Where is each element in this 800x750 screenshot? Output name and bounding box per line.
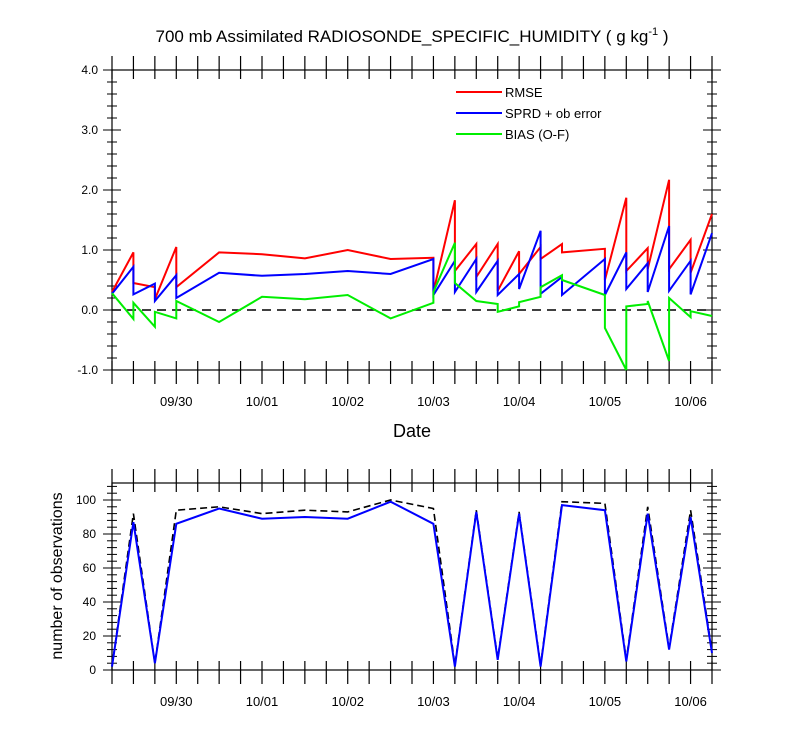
legend-label-0: RMSE <box>505 85 543 100</box>
chart-title-suffix: ) <box>658 27 668 46</box>
chart-title: 700 mb Assimilated RADIOSONDE_SPECIFIC_H… <box>156 26 669 46</box>
top-series-2 <box>111 242 713 371</box>
bottom-ytick-label: 80 <box>83 527 97 541</box>
bottom-series-1 <box>111 500 713 667</box>
top-xtick-label: 10/05 <box>589 394 622 409</box>
top-xtick-label: 10/03 <box>417 394 450 409</box>
bottom-ytick-label: 40 <box>83 595 97 609</box>
top-xtick-label: 10/02 <box>331 394 364 409</box>
top-ytick-label: 1.0 <box>81 243 98 257</box>
bottom-ytick-label: 100 <box>76 493 96 507</box>
top-xtick-label: 10/01 <box>246 394 279 409</box>
chart-title-main: 700 mb Assimilated RADIOSONDE_SPECIFIC_H… <box>156 27 649 46</box>
top-xtick-label: 10/04 <box>503 394 536 409</box>
top-frame <box>111 69 713 371</box>
bottom-series-0 <box>111 499 713 667</box>
top-ytick-label: 4.0 <box>81 63 98 77</box>
bottom-xtick-label: 10/01 <box>246 694 279 709</box>
legend-label-1: SPRD + ob error <box>505 106 602 121</box>
bottom-xtick-label: 10/06 <box>674 694 707 709</box>
top-series-0 <box>111 179 713 300</box>
top-xtick-label: 10/06 <box>674 394 707 409</box>
bottom-xtick-label: 10/05 <box>589 694 622 709</box>
bottom-ytick-label: 60 <box>83 561 97 575</box>
bottom-frame <box>111 482 713 671</box>
bottom-ytick-label: 20 <box>83 629 97 643</box>
legend-label-2: BIAS (O-F) <box>505 127 569 142</box>
top-ytick-label: 2.0 <box>81 183 98 197</box>
bottom-xtick-label: 10/02 <box>331 694 364 709</box>
bottom-ytick-label: 0 <box>89 663 96 677</box>
top-series-1 <box>111 225 713 304</box>
top-xtick-label: 09/30 <box>160 394 193 409</box>
top-x-axis-title: Date <box>393 421 431 441</box>
chart-title-superscript: -1 <box>648 26 658 38</box>
bottom-xtick-label: 10/03 <box>417 694 450 709</box>
top-ytick-label: 0.0 <box>81 303 98 317</box>
top-ytick-label: -1.0 <box>77 363 98 377</box>
bottom-plot-area: 0 20 40 60 80 100 09/30 10/01 10/02 10/03 10/04 10/… <box>76 469 721 709</box>
top-plot-area: -1.0 0.0 1.0 2.0 3.0 4.0 09/30 10/01 10/02 10/03 1… <box>77 56 721 409</box>
bottom-y-axis-title: number of observations <box>49 492 66 659</box>
top-ytick-label: 3.0 <box>81 123 98 137</box>
legend: RMSE SPRD + ob error BIAS (O-F) <box>456 85 602 142</box>
bottom-xtick-label: 10/04 <box>503 694 536 709</box>
bottom-xtick-label: 09/30 <box>160 694 193 709</box>
